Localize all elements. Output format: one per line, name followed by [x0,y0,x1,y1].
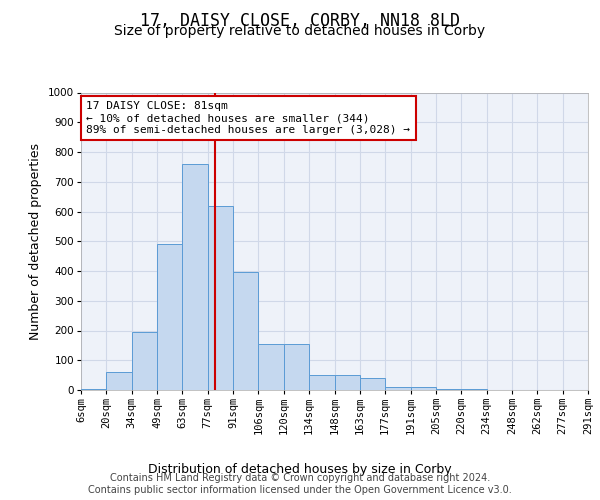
Bar [208,206,233,390]
Bar [233,272,259,390]
Bar [436,388,461,390]
Bar [106,372,132,390]
Text: 17 DAISY CLOSE: 81sqm
← 10% of detached houses are smaller (344)
89% of semi-det: 17 DAISY CLOSE: 81sqm ← 10% of detached … [86,102,410,134]
Bar [259,344,284,390]
Text: Distribution of detached houses by size in Corby: Distribution of detached houses by size … [148,462,452,475]
Bar [284,344,309,390]
Text: Contains HM Land Registry data © Crown copyright and database right 2024.
Contai: Contains HM Land Registry data © Crown c… [88,474,512,495]
Bar [182,164,208,390]
Bar [360,378,385,390]
Bar [335,375,360,390]
Bar [132,332,157,390]
Bar [410,387,436,390]
Text: Size of property relative to detached houses in Corby: Size of property relative to detached ho… [115,24,485,38]
Bar [309,375,335,390]
Text: 17, DAISY CLOSE, CORBY, NN18 8LD: 17, DAISY CLOSE, CORBY, NN18 8LD [140,12,460,30]
Y-axis label: Number of detached properties: Number of detached properties [29,143,43,340]
Bar [81,388,106,390]
Bar [385,387,410,390]
Bar [157,244,182,390]
